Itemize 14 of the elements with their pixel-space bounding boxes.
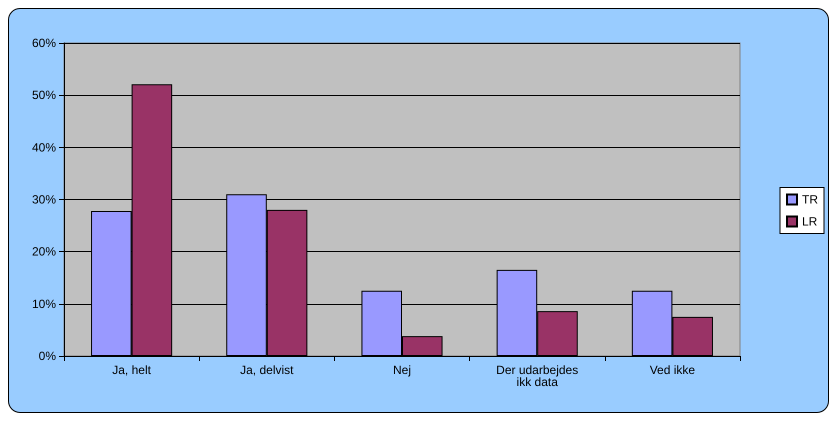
y-tick-label: 0%	[38, 349, 56, 363]
x-tick-label: Ja, delvist	[240, 363, 294, 377]
y-tick-label: 20%	[32, 244, 56, 259]
x-tick-label: Nej	[392, 363, 412, 377]
y-tick-label: 10%	[32, 296, 56, 311]
legend-label: LR	[802, 214, 818, 228]
y-tick-label: 50%	[32, 88, 56, 102]
x-tick-label: Ja, helt	[112, 363, 152, 377]
y-tick-label: 40%	[32, 140, 56, 154]
y-tick-label: 30%	[32, 192, 56, 206]
legend-label: TR	[802, 192, 818, 206]
x-tick-label: Der udarbejdes ikk data	[496, 363, 578, 389]
y-tick-label: 60%	[32, 36, 56, 50]
x-tick-label: Ved ikke	[650, 363, 696, 377]
